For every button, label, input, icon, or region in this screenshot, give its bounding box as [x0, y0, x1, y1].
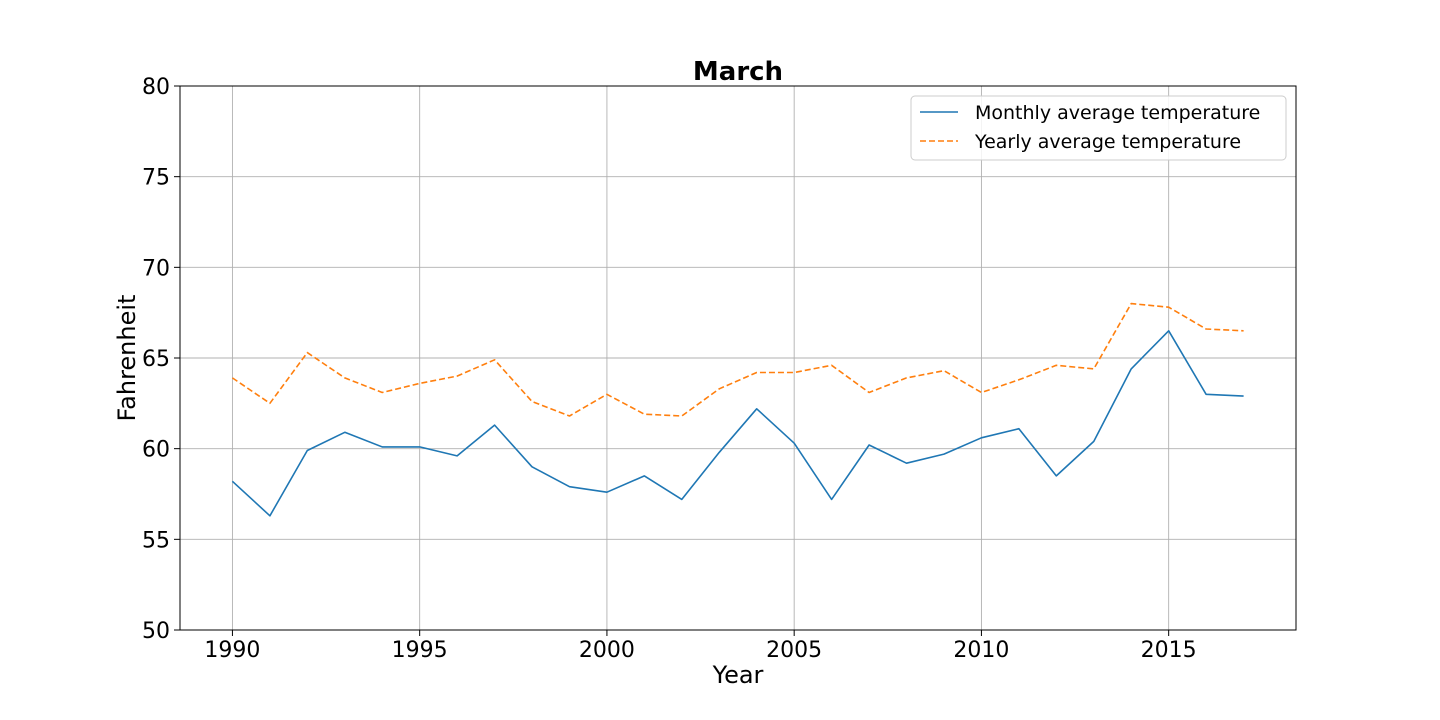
legend: Monthly average temperature Yearly avera…	[910, 95, 1287, 161]
series-line-yearly	[231, 302, 1244, 417]
legend-label-monthly: Monthly average temperature	[975, 102, 1260, 124]
axis-ticks: 1990 1995 2000 2005 2010 2015 50 55 60 65 70 75 80	[142, 75, 1197, 663]
x-tick-label: 2000	[579, 638, 635, 663]
chart-title: March	[693, 57, 783, 87]
x-tick-label: 1995	[392, 638, 448, 663]
y-tick-label: 80	[142, 75, 170, 100]
grid-lines	[180, 85, 1296, 631]
x-tick-label: 2015	[1141, 638, 1197, 663]
x-tick-label: 1990	[204, 638, 260, 663]
series-lines	[231, 302, 1244, 517]
y-tick-label: 65	[142, 347, 170, 372]
y-tick-label: 55	[142, 528, 170, 553]
legend-box	[910, 95, 1287, 161]
y-tick-label: 70	[142, 256, 170, 281]
legend-label-yearly: Yearly average temperature	[974, 131, 1241, 153]
x-tick-label: 2010	[953, 638, 1009, 663]
y-tick-label: 75	[142, 166, 170, 191]
x-tick-label: 2005	[766, 638, 822, 663]
x-axis-label: Year	[712, 661, 764, 689]
series-line-monthly	[231, 329, 1244, 517]
y-tick-label: 60	[142, 438, 170, 463]
y-axis-label: Fahrenheit	[113, 295, 141, 422]
y-tick-label: 50	[142, 619, 170, 644]
